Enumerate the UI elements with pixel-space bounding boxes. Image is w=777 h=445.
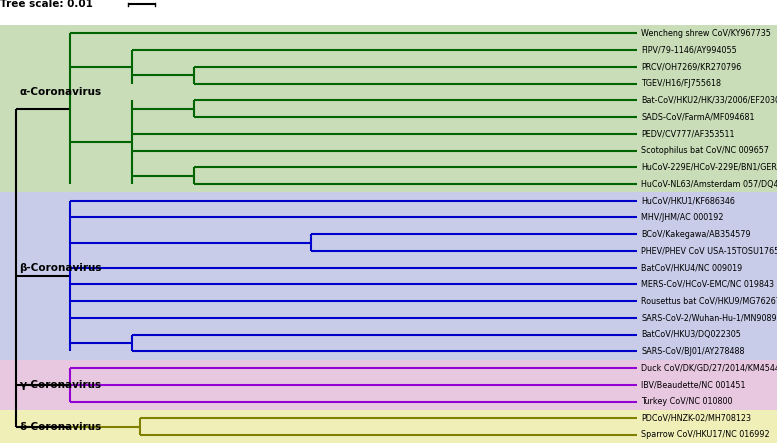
Text: Rousettus bat CoV/HKU9/MG762674: Rousettus bat CoV/HKU9/MG762674 (641, 297, 777, 306)
Bar (0, 410, 777, 443)
Bar (0, 192, 777, 360)
Text: Tree scale: 0.01: Tree scale: 0.01 (0, 0, 93, 9)
Text: SARS-CoV/BJ01/AY278488: SARS-CoV/BJ01/AY278488 (641, 347, 744, 356)
Text: δ-Coronavirus: δ-Coronavirus (19, 421, 102, 432)
Text: PEDV/CV777/AF353511: PEDV/CV777/AF353511 (641, 129, 734, 138)
Text: IBV/Beaudette/NC 001451: IBV/Beaudette/NC 001451 (641, 380, 745, 389)
Text: Bat-CoV/HKU2/HK/33/2006/EF203067: Bat-CoV/HKU2/HK/33/2006/EF203067 (641, 96, 777, 105)
Text: HuCoV-229E/HCoV-229E/BN1/GER/2015/KU291448: HuCoV-229E/HCoV-229E/BN1/GER/2015/KU2914… (641, 163, 777, 172)
Text: FIPV/79-1146/AY994055: FIPV/79-1146/AY994055 (641, 46, 737, 55)
Text: PRCV/OH7269/KR270796: PRCV/OH7269/KR270796 (641, 62, 741, 71)
Bar (0, 25, 777, 192)
Text: SARS-CoV-2/Wuhan-Hu-1/MN908947: SARS-CoV-2/Wuhan-Hu-1/MN908947 (641, 313, 777, 322)
Text: PHEV/PHEV CoV USA-15TOSU1765/KY419112: PHEV/PHEV CoV USA-15TOSU1765/KY419112 (641, 247, 777, 255)
Text: Sparrow CoV/HKU17/NC 016992: Sparrow CoV/HKU17/NC 016992 (641, 430, 770, 440)
Text: MHV/JHM/AC 000192: MHV/JHM/AC 000192 (641, 213, 723, 222)
Text: HuCoV/HKU1/KF686346: HuCoV/HKU1/KF686346 (641, 196, 735, 205)
Text: BCoV/Kakegawa/AB354579: BCoV/Kakegawa/AB354579 (641, 230, 751, 239)
Text: MERS-CoV/HCoV-EMC/NC 019843: MERS-CoV/HCoV-EMC/NC 019843 (641, 280, 774, 289)
Text: PDCoV/HNZK-02/MH708123: PDCoV/HNZK-02/MH708123 (641, 414, 751, 423)
Bar (0, 360, 777, 410)
Text: HuCoV-NL63/Amsterdam 057/DQ445911: HuCoV-NL63/Amsterdam 057/DQ445911 (641, 179, 777, 189)
Text: BatCoV/HKU4/NC 009019: BatCoV/HKU4/NC 009019 (641, 263, 742, 272)
Text: Duck CoV/DK/GD/27/2014/KM454473: Duck CoV/DK/GD/27/2014/KM454473 (641, 364, 777, 372)
Text: TGEV/H16/FJ755618: TGEV/H16/FJ755618 (641, 79, 721, 88)
Text: γ-Coronavirus: γ-Coronavirus (19, 380, 102, 390)
Text: Turkey CoV/NC 010800: Turkey CoV/NC 010800 (641, 397, 733, 406)
Text: BatCoV/HKU3/DQ022305: BatCoV/HKU3/DQ022305 (641, 330, 741, 339)
Text: Wencheng shrew CoV/KY967735: Wencheng shrew CoV/KY967735 (641, 29, 771, 38)
Text: Scotophilus bat CoV/NC 009657: Scotophilus bat CoV/NC 009657 (641, 146, 769, 155)
Text: α-Coronavirus: α-Coronavirus (19, 87, 102, 97)
Text: SADS-CoV/FarmA/MF094681: SADS-CoV/FarmA/MF094681 (641, 113, 754, 121)
Text: β-Coronavirus: β-Coronavirus (19, 263, 102, 273)
